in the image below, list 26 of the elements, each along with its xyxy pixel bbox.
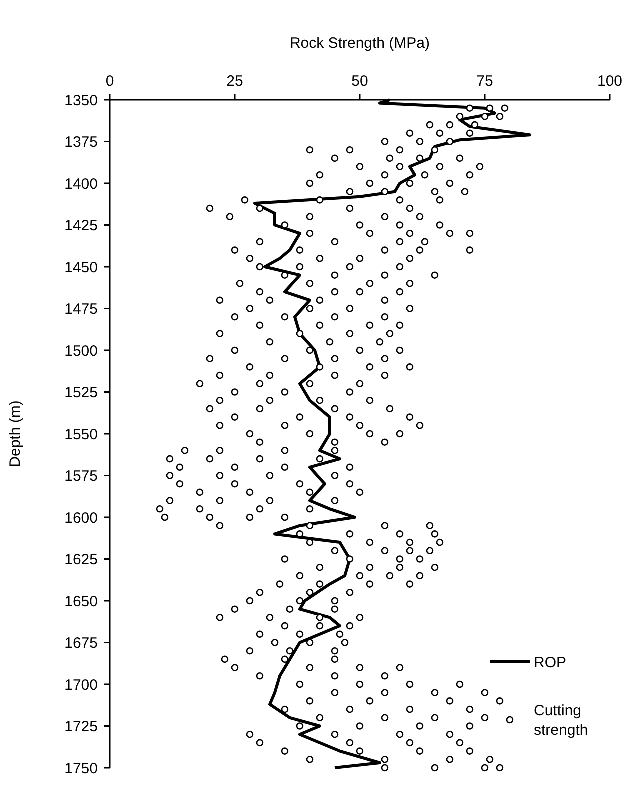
legend-label: Cutting strength xyxy=(534,702,588,739)
y-tick-label: 1700 xyxy=(64,676,98,694)
y-tick-label: 1600 xyxy=(64,510,98,527)
y-axis-title: Depth (m) xyxy=(7,400,24,468)
y-tick-label: 1350 xyxy=(64,92,98,110)
x-axis-title: Rock Strength (MPa) xyxy=(290,35,430,52)
y-tick-label: 1650 xyxy=(64,593,98,610)
y-tick-label: 1375 xyxy=(64,134,98,151)
x-tick-label: 25 xyxy=(226,73,244,90)
y-tick-label: 1725 xyxy=(64,718,98,736)
y-tick-label: 1475 xyxy=(64,301,98,318)
y-tick-label: 1400 xyxy=(64,176,98,193)
x-tick-label: 75 xyxy=(476,73,494,90)
y-tick-label: 1500 xyxy=(64,342,98,360)
y-tick-label: 1750 xyxy=(64,760,98,778)
x-tick-label: 50 xyxy=(352,73,368,90)
y-tick-label: 1425 xyxy=(64,218,98,234)
legend-label: ROP xyxy=(534,654,567,672)
y-tick-label: 1450 xyxy=(64,259,98,276)
y-tick-label: 1575 xyxy=(64,468,98,485)
x-tick-label: 0 xyxy=(106,73,114,90)
y-tick-label: 1550 xyxy=(64,426,98,444)
y-tick-label: 1625 xyxy=(64,552,98,568)
y-tick-label: 1525 xyxy=(64,384,98,402)
y-tick-label: 1675 xyxy=(64,635,98,652)
x-tick-label: 100 xyxy=(597,73,623,90)
